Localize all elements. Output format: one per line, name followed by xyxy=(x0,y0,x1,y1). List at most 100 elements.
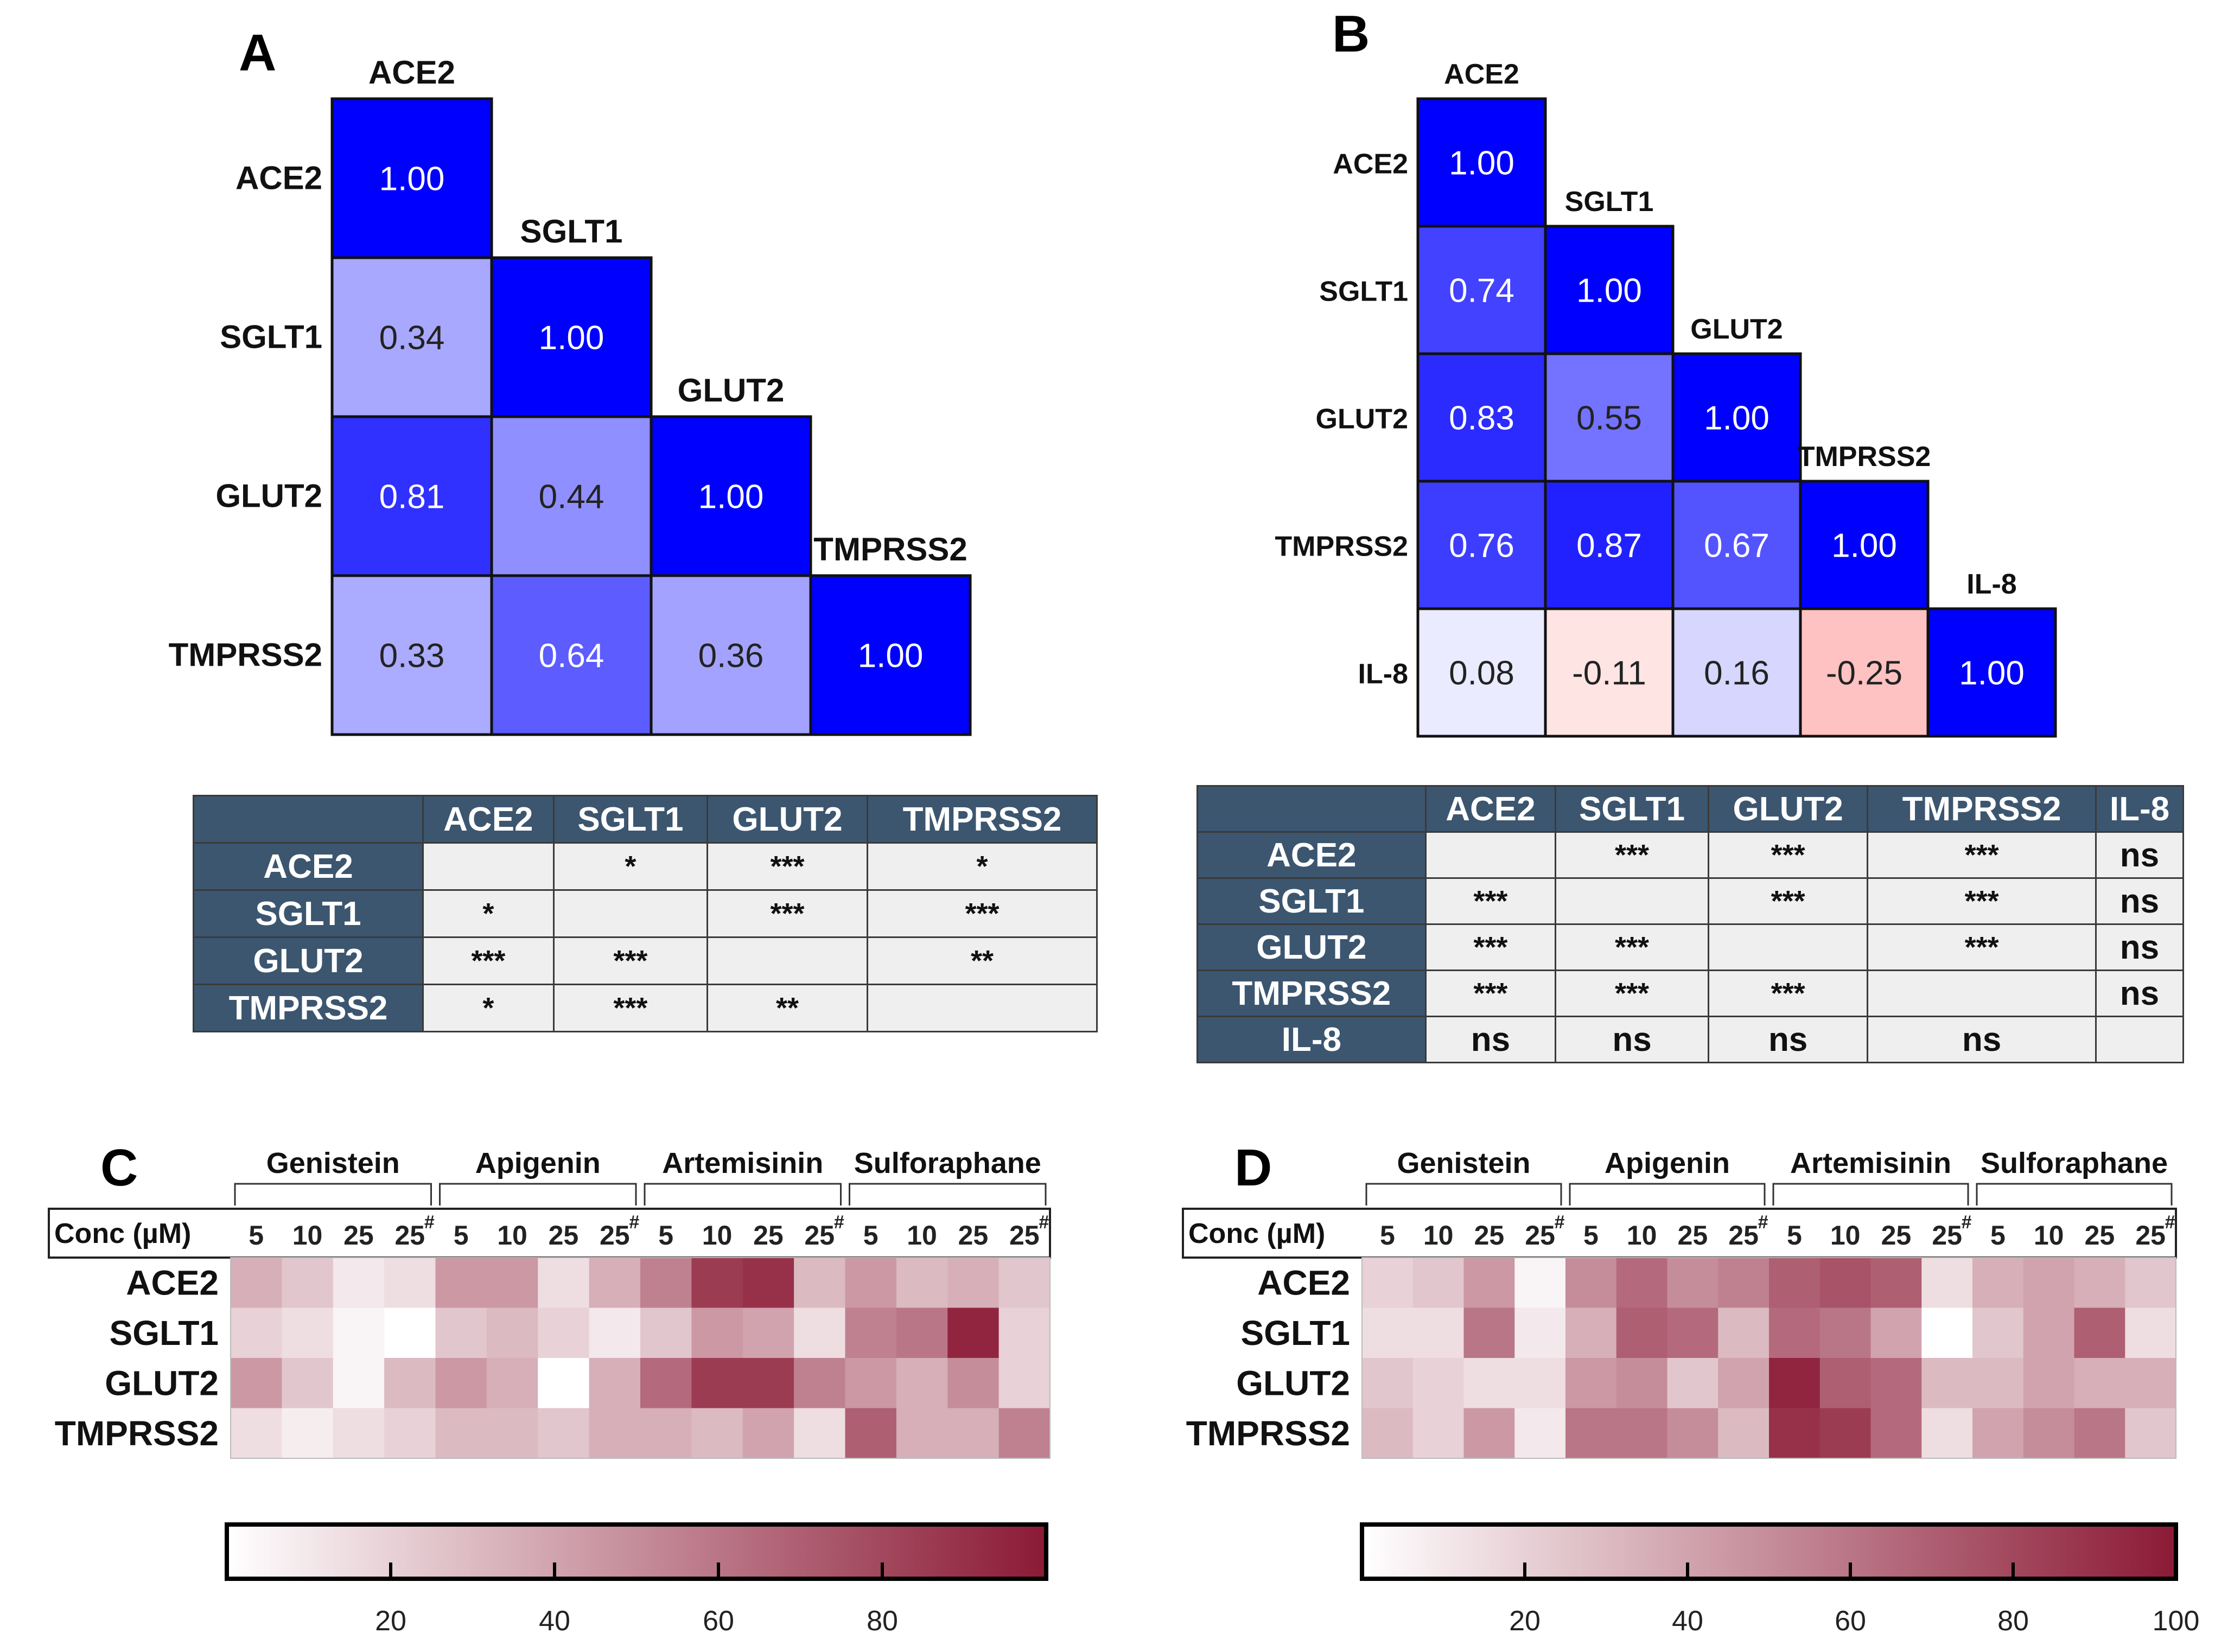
heat-cell xyxy=(2125,1358,2176,1408)
table-row: SGLT1 *** *** *** ns xyxy=(1196,877,2185,925)
significance-cell: ns xyxy=(2095,969,2185,1017)
table-column-header: GLUT2 xyxy=(1707,785,1869,833)
heat-cell xyxy=(896,1408,948,1459)
heat-cell xyxy=(231,1307,282,1358)
gene-label: GLUT2 xyxy=(105,1363,219,1402)
heat-cell xyxy=(998,1408,1051,1459)
heat-cell xyxy=(1412,1258,1464,1308)
heat-cell xyxy=(845,1307,897,1358)
panel-a-significance-table: ACE2 SGLT1 GLUT2 TMPRSS2 ACE2 * *** * SGLT1 * *** *… xyxy=(193,795,1098,1032)
heat-cell xyxy=(282,1258,334,1308)
colorbar-tick-label: 80 xyxy=(867,1605,898,1637)
compound-label: Apigenin xyxy=(1605,1147,1730,1179)
heat-cell xyxy=(538,1358,590,1408)
heat-cell xyxy=(1565,1358,1617,1408)
heat-cell xyxy=(998,1358,1051,1408)
panel-letter: D xyxy=(1234,1139,1272,1197)
heat-cell xyxy=(1412,1408,1464,1459)
table-row: TMPRSS2 *** *** *** ns xyxy=(1196,969,2185,1017)
heat-cell xyxy=(1463,1408,1515,1459)
conc-value: 25 xyxy=(1009,1220,1040,1251)
heat-cell xyxy=(691,1258,743,1308)
conc-value: 25 xyxy=(2135,1220,2166,1251)
heat-cell xyxy=(1565,1408,1617,1459)
heat-cell xyxy=(1870,1307,1922,1358)
conc-marker: # xyxy=(834,1212,844,1233)
colorbar-tick-label: 60 xyxy=(703,1605,734,1637)
heat-cell xyxy=(231,1408,282,1459)
significance-cell: *** xyxy=(1555,969,1709,1017)
corr-cell xyxy=(1544,607,1675,738)
heat-cell xyxy=(1463,1258,1515,1308)
significance-cell xyxy=(1555,877,1709,925)
conc-marker: # xyxy=(1962,1212,1972,1233)
heat-cell xyxy=(1921,1307,1973,1358)
heat-cell xyxy=(1718,1358,1770,1408)
heat-cell xyxy=(333,1408,385,1459)
row-label: SGLT1 xyxy=(220,319,322,355)
significance-cell xyxy=(1424,831,1557,879)
significance-cell: * xyxy=(866,842,1098,891)
table-column-header: ACE2 xyxy=(1424,785,1557,833)
compound-bracket xyxy=(234,1183,432,1205)
colorbar-tick-label: 40 xyxy=(1672,1605,1703,1637)
heatmap-frame xyxy=(1361,1257,2176,1459)
compound-label: Artemisinin xyxy=(662,1147,823,1179)
compound-bracket xyxy=(1569,1183,1766,1205)
heat-cell xyxy=(1769,1408,1821,1459)
conc-label: Conc (µM) xyxy=(1188,1218,1325,1249)
table-column-header: TMPRSS2 xyxy=(866,795,1098,844)
corr-value-label: -0.11 xyxy=(1572,655,1646,692)
significance-cell: *** xyxy=(552,936,709,985)
heat-cell xyxy=(1870,1408,1922,1459)
heat-cell xyxy=(538,1408,590,1459)
table-row: ACE2 * *** * xyxy=(193,842,1098,891)
table-column-header: TMPRSS2 xyxy=(1867,785,2097,833)
compound-label: Artemisinin xyxy=(1790,1147,1951,1179)
panel-letter: A xyxy=(239,24,276,82)
heat-cell xyxy=(691,1408,743,1459)
table-row: TMPRSS2 * *** ** xyxy=(193,984,1098,1032)
corr-value-label: 1.00 xyxy=(1704,400,1770,437)
compound-label: Sulforaphane xyxy=(854,1147,1041,1179)
heat-cell xyxy=(384,1408,436,1459)
heat-cell xyxy=(1870,1258,1922,1308)
heat-cell xyxy=(1616,1358,1667,1408)
panel-b-correlation-matrix: B 1.00 ACE2 ACE2 0.74 1.00 SGLT1 SGLT1 0.83 0.55 1… xyxy=(1275,5,2057,738)
column-label: ACE2 xyxy=(368,54,455,91)
heat-cell xyxy=(333,1258,385,1308)
heat-cell xyxy=(2074,1258,2125,1308)
significance-cell: ns xyxy=(1867,1016,2097,1063)
gene-label: TMPRSS2 xyxy=(1186,1414,1350,1453)
heat-cell xyxy=(1972,1258,2024,1308)
corr-value-label: 0.08 xyxy=(1449,655,1514,692)
compound-bracket xyxy=(439,1183,637,1205)
column-label: ACE2 xyxy=(1444,59,1519,90)
colorbar-tick-label: 100 xyxy=(2153,1605,2200,1637)
conc-value: 25 xyxy=(1474,1220,1505,1251)
heat-cell xyxy=(1362,1307,1414,1358)
corr-cell xyxy=(330,415,493,577)
table-corner xyxy=(1196,785,1427,833)
heat-cell xyxy=(1972,1307,2024,1358)
row-label: TMPRSS2 xyxy=(1275,531,1408,563)
column-label: TMPRSS2 xyxy=(813,531,967,567)
compound-label: Genistein xyxy=(1397,1147,1530,1179)
panel-c-expression-heatmap: C Genistein Apigenin Artemisinin Sulforaphan… xyxy=(48,1139,1051,1637)
heat-cell xyxy=(2074,1358,2125,1408)
compound-label: Genistein xyxy=(266,1147,400,1179)
heat-cell xyxy=(282,1307,334,1358)
heat-cell xyxy=(435,1358,487,1408)
row-label: SGLT1 xyxy=(1319,276,1408,308)
heat-cell xyxy=(538,1258,590,1308)
corr-cell xyxy=(1671,607,1802,738)
significance-cell: *** xyxy=(1424,969,1557,1017)
heat-cell xyxy=(947,1358,1000,1408)
corr-value-label: 0.55 xyxy=(1576,400,1642,437)
significance-cell xyxy=(1707,923,1869,971)
corr-value-label: 1.00 xyxy=(539,320,604,357)
heat-cell xyxy=(1616,1408,1667,1459)
conc-value: 25 xyxy=(395,1220,425,1251)
conc-value: 5 xyxy=(249,1220,264,1251)
heat-cell xyxy=(845,1408,897,1459)
